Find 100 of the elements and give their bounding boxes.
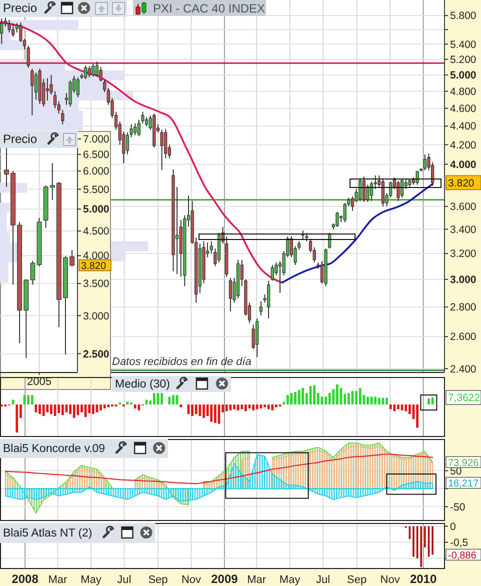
candlestick [68,80,72,108]
annotation: 7,3622 [448,392,480,404]
candlestick [134,122,137,136]
candlestick [46,78,49,102]
y-tick-label: 6.000 [83,166,110,178]
bar [198,404,202,416]
y-tick-label: 3.000 [450,274,476,286]
candlestick [126,132,130,155]
candlestick [336,212,339,228]
bar [191,404,194,416]
bar [202,404,205,418]
x-tick-label: Jul [117,574,132,586]
x-tick-label: 2008 [12,572,39,586]
x-tick-label: Sep [347,574,367,586]
bar [12,400,14,404]
bar [240,404,244,410]
bar [267,404,270,410]
bar [286,394,289,404]
candlestick [396,180,400,202]
y-tick-label: 3.500 [83,278,110,290]
annotation: Datos recibidos en fin de día [112,356,252,368]
chart-subtitle: PXI - CAC 40 INDEX [153,2,266,16]
y-tick-label: 3.200 [450,248,476,260]
x-tick-label: Nov [181,574,202,586]
x-tick-label: 2010 [410,572,437,586]
bar [271,404,274,410]
bar [397,404,400,410]
bar [404,404,408,412]
chart-title: Precio [3,132,38,146]
y-tick-label: 4.000 [83,250,110,262]
bar [107,404,110,408]
bar [378,398,380,404]
y-tick-label: 2.400 [450,363,476,376]
candlestick [416,170,419,186]
bar [275,404,278,408]
candlestick [12,23,15,38]
bar [152,393,156,404]
bar [336,384,338,404]
x-tick-label: Sep [148,574,168,586]
candlestick [256,318,259,358]
candlestick [362,176,366,202]
bar [210,404,213,422]
bar [61,404,64,416]
bar [313,385,316,404]
bar [324,396,327,404]
candlestick [259,300,262,316]
bar [256,404,258,410]
bar [431,398,434,404]
bar [416,404,419,428]
bar [176,394,178,404]
bar [244,404,247,412]
bar [236,404,240,410]
bar [88,404,91,414]
x-tick-label: Nov [380,574,400,586]
y-tick-label: 3.400 [450,224,476,236]
y-tick-label: 5.400 [450,38,476,51]
bar [374,396,377,404]
bar [16,404,18,432]
bar [214,404,216,423]
bar [298,390,300,404]
annotation: 3.820 [81,260,106,272]
y-tick-label: 4.800 [450,86,476,98]
y-tick-label: 5.000 [450,70,476,82]
bar [50,404,52,414]
candlestick [88,66,91,78]
y-tick-label: 7.000 [83,133,110,146]
y-tick-label: 2.800 [450,302,476,314]
annotation: 73,926 [448,458,480,469]
bar [252,404,255,410]
text: 3.820 [448,177,474,190]
candlestick [0,18,4,45]
y-tick-label: 6.500 [83,148,110,161]
candlestick [76,76,80,98]
y-tick-label: -0,5 [450,536,468,549]
bar [30,394,34,404]
bar [42,404,45,416]
y-tick-label: 2.500 [83,348,110,360]
y-tick-label: 3.600 [450,201,476,214]
y-tick-label: 4.200 [450,139,476,152]
bar [302,388,304,404]
bar [366,396,369,404]
bar [58,404,60,414]
line-series [4,454,434,484]
bar [294,392,296,404]
y-tick-label: -50 [450,501,466,514]
bar [160,393,163,404]
candlestick [92,63,95,78]
y-tick-label: 2.600 [450,331,476,344]
candlestick [84,65,88,80]
x-tick-label: May [279,574,301,586]
bar [264,404,266,408]
y-tick-label: 3.000 [83,310,110,322]
y-tick-label: 4.500 [83,226,110,238]
bar [233,404,236,410]
bar [134,404,136,408]
candlestick [270,264,274,282]
bar [92,404,94,414]
bar [225,404,228,412]
annotation: -0,886 [448,550,477,562]
bar [168,396,171,404]
